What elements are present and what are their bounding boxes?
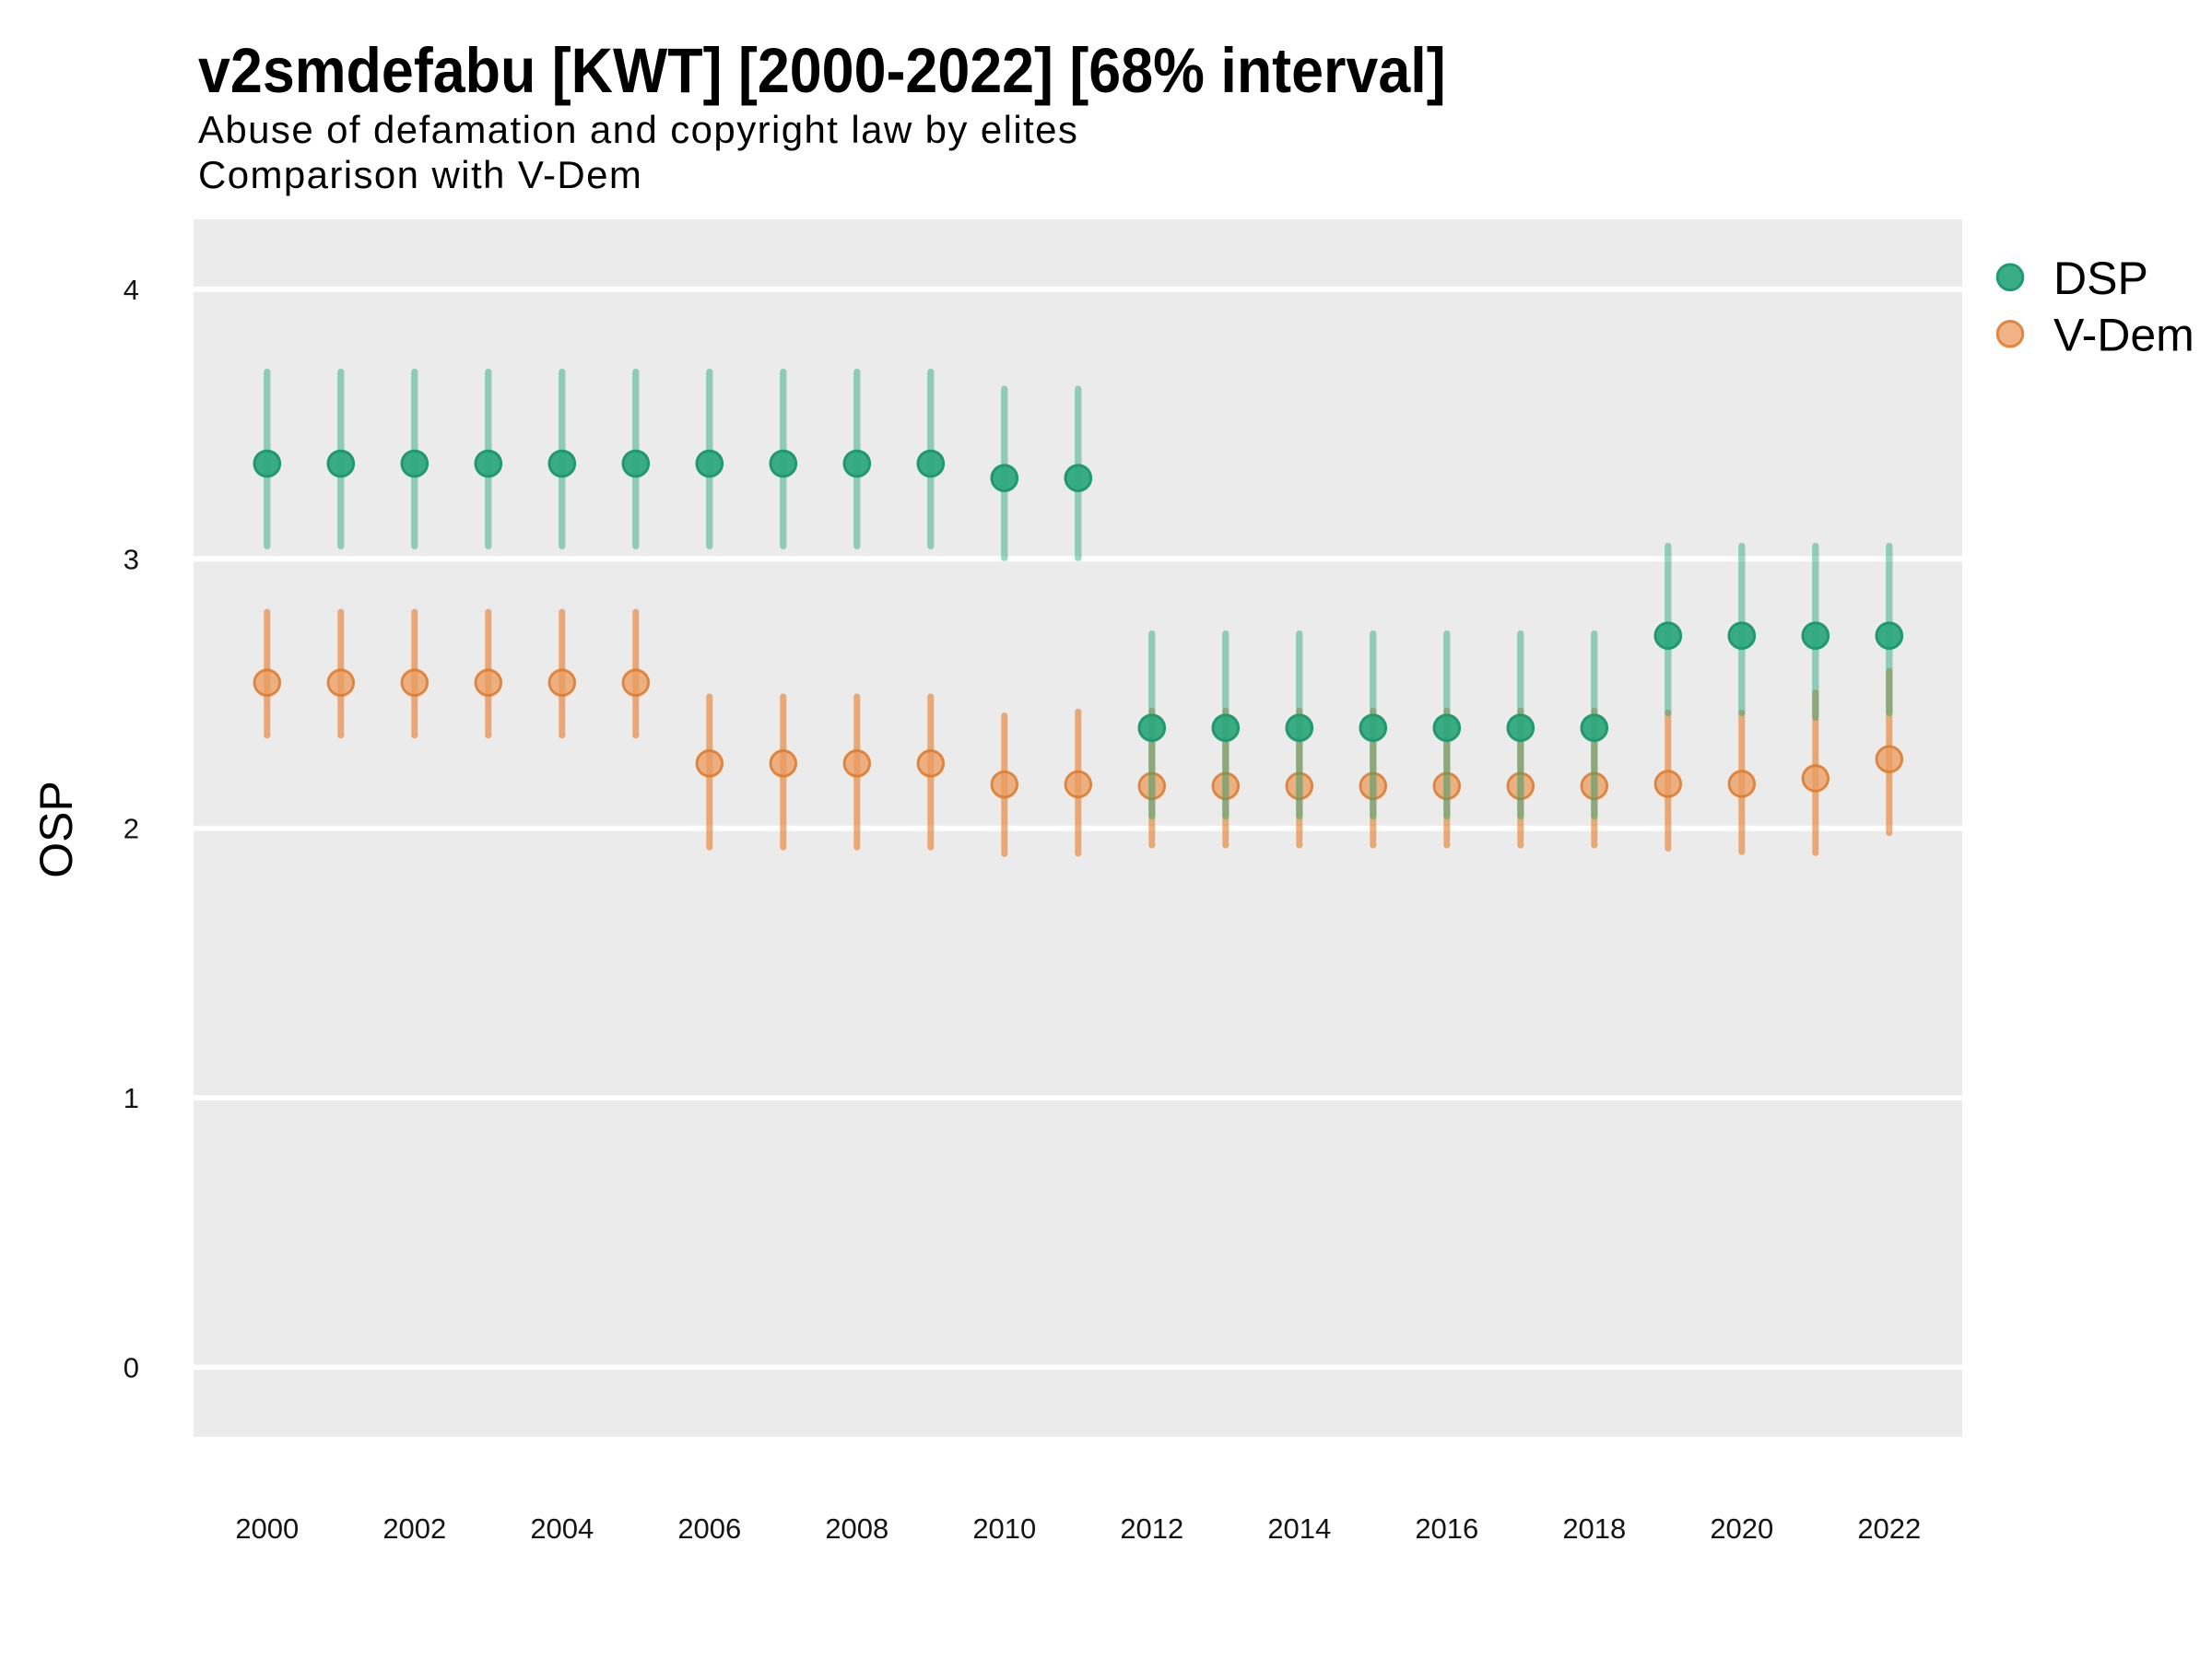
svg-text:2002: 2002 xyxy=(382,1512,446,1545)
svg-text:2008: 2008 xyxy=(825,1512,888,1545)
svg-text:1: 1 xyxy=(124,1082,139,1114)
svg-text:v2smdefabu [KWT] [2000-2022] [: v2smdefabu [KWT] [2000-2022] [68% interv… xyxy=(198,34,1446,105)
svg-text:0: 0 xyxy=(124,1352,139,1384)
svg-text:2004: 2004 xyxy=(530,1512,594,1545)
svg-text:2020: 2020 xyxy=(1710,1512,1773,1545)
svg-text:2022: 2022 xyxy=(1857,1512,1921,1545)
svg-text:V-Dem: V-Dem xyxy=(2053,310,2194,361)
svg-text:DSP: DSP xyxy=(2053,253,2148,304)
svg-text:2018: 2018 xyxy=(1562,1512,1626,1545)
svg-text:Comparison with V-Dem: Comparison with V-Dem xyxy=(198,153,642,196)
svg-text:2016: 2016 xyxy=(1415,1512,1478,1545)
svg-text:4: 4 xyxy=(124,274,139,306)
svg-text:2014: 2014 xyxy=(1267,1512,1331,1545)
svg-text:OSP: OSP xyxy=(30,781,82,878)
svg-text:2: 2 xyxy=(124,813,139,845)
svg-text:3: 3 xyxy=(124,543,139,575)
svg-text:Abuse of defamation and copyri: Abuse of defamation and copyright law by… xyxy=(198,108,1078,151)
svg-text:2000: 2000 xyxy=(235,1512,299,1545)
svg-text:2012: 2012 xyxy=(1120,1512,1183,1545)
svg-text:2010: 2010 xyxy=(972,1512,1036,1545)
svg-text:2006: 2006 xyxy=(677,1512,741,1545)
